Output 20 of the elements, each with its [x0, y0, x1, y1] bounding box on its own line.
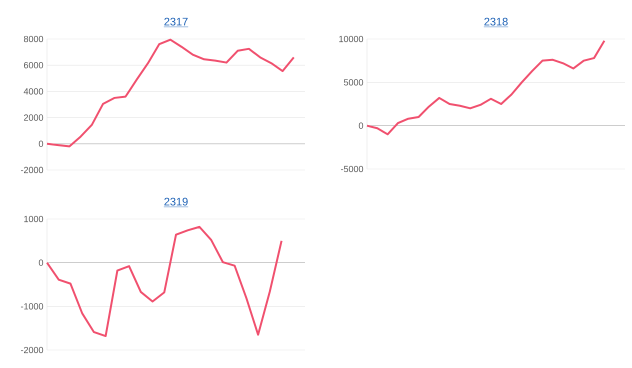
y-tick-label: -5000	[340, 166, 364, 172]
y-tick-label: 2000	[24, 114, 44, 121]
chart-title: 2318	[484, 18, 508, 26]
line-series	[46, 38, 295, 148]
y-tick-label: 8000	[24, 36, 44, 42]
y-tick-label: 1000	[24, 216, 44, 222]
y-tick-label: 0	[38, 259, 44, 266]
y-tick-label: 6000	[24, 62, 44, 68]
y-tick-label: 4000	[24, 88, 44, 95]
y-tick-label: -2000	[20, 166, 44, 174]
y-tick-label: 0	[358, 122, 364, 129]
chart-title: 2317	[164, 18, 188, 26]
y-tick-label: 5000	[344, 79, 364, 86]
y-tick-label: -2000	[20, 346, 44, 354]
y-tick-label: 0	[38, 140, 44, 147]
chart-title: 2319	[164, 198, 188, 206]
y-tick-label: -1000	[20, 303, 44, 310]
line-series	[366, 40, 606, 136]
line-series	[46, 226, 283, 338]
y-tick-label: 10000	[339, 36, 364, 42]
